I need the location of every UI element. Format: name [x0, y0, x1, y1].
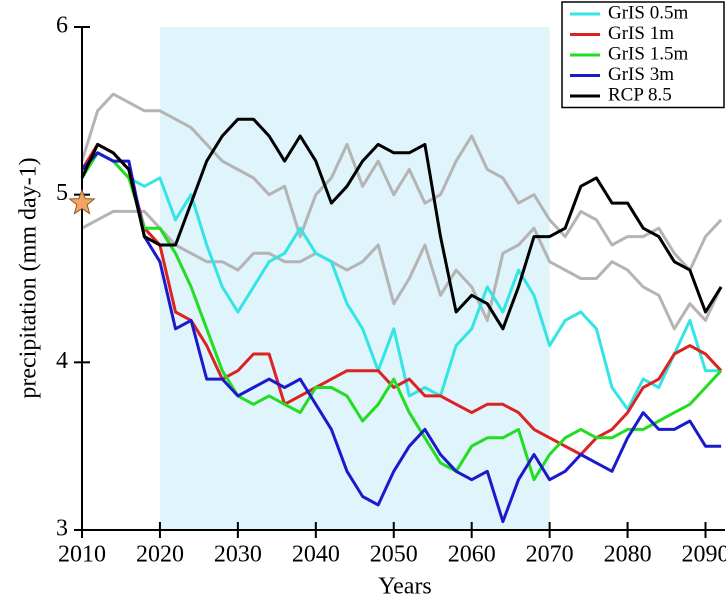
legend-label: GrIS 1m [608, 23, 674, 44]
x-tick-label: 2070 [526, 542, 574, 568]
legend-label: GrIS 3m [608, 64, 674, 85]
legend-label: RCP 8.5 [608, 84, 672, 105]
series-line [80, 151, 722, 524]
y-axis-label: precipitation (mm day-1) [16, 157, 42, 398]
series-line [81, 209, 723, 331]
series-line [80, 151, 722, 411]
x-tick-label: 2010 [58, 542, 106, 568]
x-axis-label: Years [378, 574, 432, 600]
x-tick-label: 2040 [292, 542, 340, 568]
y-tick-label: 3 [56, 516, 68, 542]
shaded-period [159, 27, 550, 530]
series-line [80, 151, 723, 482]
x-tick-label: 2090 [682, 542, 726, 568]
x-tick-label: 2080 [604, 542, 652, 568]
legend-label: GrIS 1.5m [608, 43, 688, 64]
series-line [80, 142, 723, 456]
series-line [80, 117, 723, 331]
y-tick-label: 4 [56, 348, 68, 374]
y-tick-label: 5 [56, 180, 68, 206]
legend-label: GrIS 0.5m [608, 2, 688, 23]
x-tick-label: 2050 [370, 542, 418, 568]
star-marker [68, 188, 96, 215]
series-line [80, 92, 723, 272]
x-tick-label: 2020 [136, 542, 184, 568]
x-tick-label: 2060 [448, 542, 496, 568]
x-tick-label: 2030 [214, 542, 262, 568]
y-tick-label: 6 [56, 13, 68, 39]
